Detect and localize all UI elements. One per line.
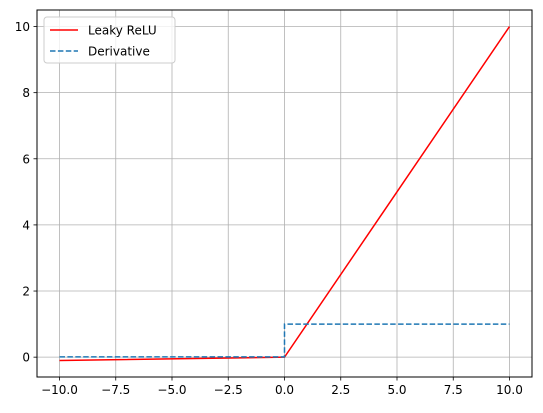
x-tick-label: −2.5: [214, 383, 243, 397]
ticks: −10.0 −7.5 −5.0 −2.5 0.0 2.5 5.0 7.5 10.0 0 2 4 6 8 10: [15, 20, 523, 397]
y-tick-label: 4: [22, 218, 30, 232]
x-tick-label: −7.5: [101, 383, 130, 397]
x-tick-label: 7.5: [444, 383, 463, 397]
x-tick-label: 10.0: [496, 383, 523, 397]
series-line-derivative: [59, 323, 510, 358]
legend: Leaky ReLU Derivative: [43, 16, 176, 64]
x-tick-label: 0.0: [275, 383, 294, 397]
x-tick-label: −10.0: [41, 383, 78, 397]
y-tick-label: 6: [22, 152, 30, 166]
y-tick-label: 2: [22, 285, 30, 299]
y-tick-label: 0: [22, 351, 30, 365]
y-tick-label: 10: [15, 20, 30, 34]
legend-label-leaky-relu: Leaky ReLU: [88, 24, 157, 38]
x-tick-label: 5.0: [387, 383, 406, 397]
legend-label-derivative: Derivative: [88, 45, 150, 59]
y-tick-label: 8: [22, 86, 30, 100]
series-layer: [59, 26, 511, 362]
x-tick-label: −5.0: [157, 383, 186, 397]
x-tick-label: 2.5: [331, 383, 350, 397]
